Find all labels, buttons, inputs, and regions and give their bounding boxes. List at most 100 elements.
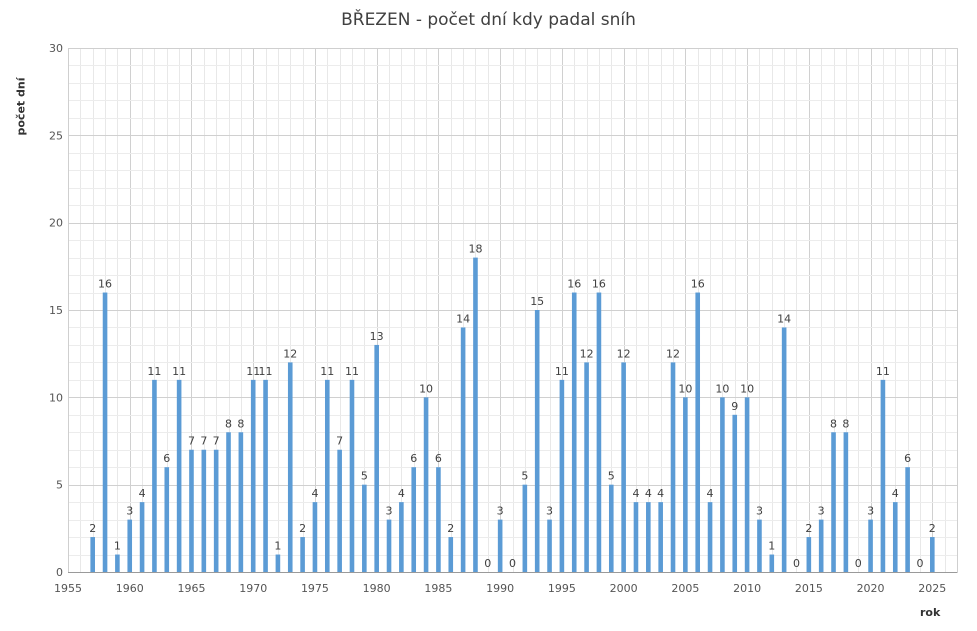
bar: [608, 484, 614, 572]
bar: [337, 449, 342, 572]
bar: [176, 379, 182, 572]
data-label: 16: [592, 278, 606, 291]
y-tick-label: 15: [49, 304, 63, 317]
data-label: 2: [299, 522, 306, 535]
data-label: 12: [283, 347, 297, 360]
y-tick-label: 20: [49, 217, 63, 230]
x-tick-label: 1975: [301, 582, 329, 595]
data-label: 11: [555, 365, 569, 378]
data-label: 14: [777, 312, 791, 325]
data-label: 11: [345, 365, 359, 378]
bar: [732, 414, 738, 572]
bar: [831, 432, 836, 572]
data-label: 5: [361, 470, 368, 483]
x-tick-label: 1970: [239, 582, 267, 595]
data-label: 7: [336, 435, 343, 448]
bar: [757, 519, 762, 572]
data-label: 4: [707, 487, 714, 500]
data-label: 0: [793, 557, 800, 570]
bar: [559, 379, 565, 572]
data-label: 7: [213, 435, 220, 448]
bar: [287, 362, 293, 572]
data-label: 4: [139, 487, 146, 500]
bar: [448, 537, 454, 572]
data-label: 2: [89, 522, 96, 535]
x-tick-label: 2005: [671, 582, 699, 595]
data-label: 10: [678, 382, 692, 395]
x-tick-label: 1985: [424, 582, 452, 595]
data-label: 4: [398, 487, 405, 500]
bar: [189, 449, 194, 572]
x-tick-label: 2025: [918, 582, 946, 595]
bar: [164, 467, 170, 572]
bar: [460, 327, 466, 572]
bar: [250, 379, 256, 572]
data-label: 0: [855, 557, 862, 570]
bar: [399, 502, 404, 572]
y-tick-label: 30: [49, 42, 63, 55]
data-label: 3: [867, 505, 874, 518]
data-label: 10: [715, 382, 729, 395]
data-label: 12: [617, 347, 631, 360]
bar: [683, 397, 688, 572]
data-label: 5: [521, 470, 528, 483]
data-label: 3: [818, 505, 825, 518]
bar: [473, 257, 478, 572]
data-label: 16: [567, 278, 581, 291]
bar: [547, 519, 552, 572]
bar: [152, 379, 157, 572]
data-label: 3: [497, 505, 504, 518]
data-label: 3: [126, 505, 133, 518]
data-label: 2: [805, 522, 812, 535]
data-label: 2: [447, 522, 454, 535]
data-label: 11: [172, 365, 186, 378]
data-label: 5: [608, 470, 615, 483]
bar: [127, 519, 133, 572]
data-label: 8: [237, 417, 244, 430]
data-label: 14: [456, 312, 470, 325]
x-tick-label: 1965: [177, 582, 205, 595]
bar: [201, 449, 207, 572]
bar: [423, 397, 429, 572]
bar: [411, 467, 417, 572]
data-label: 0: [916, 557, 923, 570]
x-axis-label: rok: [920, 606, 941, 619]
bar: [374, 344, 379, 572]
data-label: 1: [274, 540, 281, 553]
y-tick-label: 0: [56, 566, 63, 579]
data-label: 11: [147, 365, 161, 378]
bar: [806, 537, 812, 572]
x-tick-label: 1995: [548, 582, 576, 595]
bar: [892, 502, 898, 572]
bar: [781, 327, 787, 572]
data-label: 6: [435, 452, 442, 465]
bar: [238, 432, 244, 572]
bar: [868, 519, 873, 572]
data-label: 1: [114, 540, 121, 553]
bar: [362, 484, 367, 572]
data-label: 0: [509, 557, 516, 570]
bar: [102, 292, 108, 572]
x-tick-label: 2020: [857, 582, 885, 595]
bar: [312, 502, 318, 572]
data-label: 12: [666, 347, 680, 360]
x-tick-label: 1955: [54, 582, 82, 595]
data-label: 4: [311, 487, 318, 500]
bar: [226, 432, 231, 572]
bar: [905, 467, 910, 572]
bar: [139, 502, 145, 572]
data-label: 6: [904, 452, 911, 465]
bar: [324, 379, 330, 572]
data-label: 6: [163, 452, 170, 465]
bar: [880, 379, 886, 572]
bar: [275, 554, 281, 572]
bar: [646, 502, 651, 572]
data-label: 12: [580, 347, 594, 360]
data-label: 2: [929, 522, 936, 535]
bar: [843, 432, 849, 572]
data-label: 6: [410, 452, 417, 465]
bar: [300, 537, 305, 572]
data-label: 4: [645, 487, 652, 500]
